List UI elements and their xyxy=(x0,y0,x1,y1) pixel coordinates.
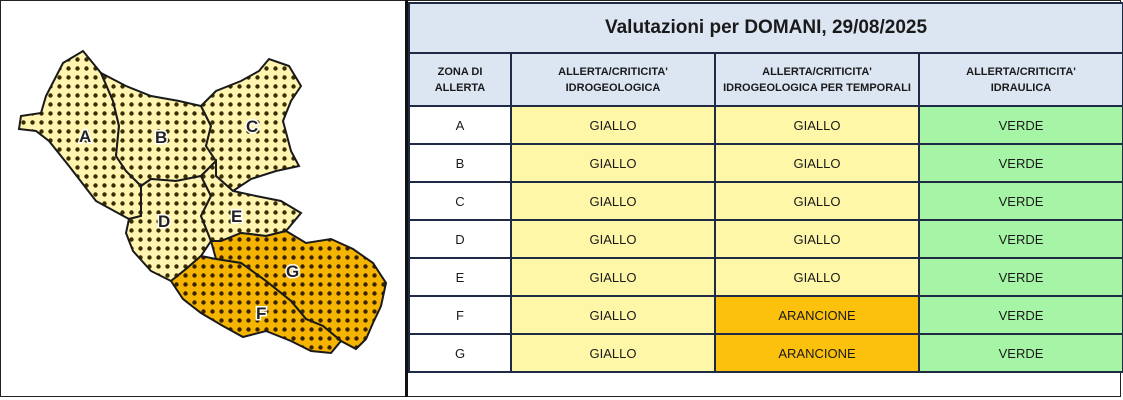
header-temporali: ALLERTA/CRITICITA' IDROGEOLOGICA PER TEMP… xyxy=(714,52,920,107)
idrogeologica-cell: GIALLO xyxy=(510,105,716,145)
zone-cell: D xyxy=(408,219,512,259)
idrogeologica-cell: GIALLO xyxy=(510,219,716,259)
idrogeologica-cell: GIALLO xyxy=(510,181,716,221)
idraulica-cell: VERDE xyxy=(917,333,1123,373)
header-zone: ZONA DI ALLERTA xyxy=(408,52,512,107)
table-row: D GIALLO GIALLO VERDE xyxy=(408,219,1123,259)
temporali-cell: GIALLO xyxy=(714,143,920,183)
temporali-cell: GIALLO xyxy=(714,181,920,221)
idraulica-cell: VERDE xyxy=(917,219,1123,259)
zone-d-label: D xyxy=(158,212,170,231)
table-title: Valutazioni per DOMANI, 29/08/2025 xyxy=(407,2,1123,54)
temporali-cell: GIALLO xyxy=(714,105,920,145)
idrogeologica-cell: GIALLO xyxy=(510,143,716,183)
alert-zone-map: A B C D E F G xyxy=(1,1,405,396)
zone-f-label: F xyxy=(256,304,266,323)
table-row: B GIALLO GIALLO VERDE xyxy=(408,143,1123,183)
zone-c-label: C xyxy=(246,117,258,136)
temporali-cell: GIALLO xyxy=(714,219,920,259)
panel-divider xyxy=(405,0,408,397)
header-idrogeologica: ALLERTA/CRITICITA' IDROGEOLOGICA xyxy=(510,52,716,107)
idrogeologica-cell: GIALLO xyxy=(510,295,716,335)
table-row: G GIALLO ARANCIONE VERDE xyxy=(408,333,1123,373)
zone-cell: G xyxy=(408,333,512,373)
idraulica-cell: VERDE xyxy=(917,181,1123,221)
idraulica-cell: VERDE xyxy=(917,105,1123,145)
zone-b-label: B xyxy=(155,128,167,147)
zone-cell: C xyxy=(408,181,512,221)
table-row: A GIALLO GIALLO VERDE xyxy=(408,105,1123,145)
header-row: ZONA DI ALLERTA ALLERTA/CRITICITA' IDROGEO… xyxy=(408,52,1123,107)
table-row: F GIALLO ARANCIONE VERDE xyxy=(408,295,1123,335)
idrogeologica-cell: GIALLO xyxy=(510,333,716,373)
zone-cell: E xyxy=(408,257,512,297)
idraulica-cell: VERDE xyxy=(917,143,1123,183)
idrogeologica-cell: GIALLO xyxy=(510,257,716,297)
zone-g-label: G xyxy=(286,262,299,281)
temporali-cell: ARANCIONE xyxy=(714,333,920,373)
idraulica-cell: VERDE xyxy=(917,295,1123,335)
zone-cell: F xyxy=(408,295,512,335)
temporali-cell: GIALLO xyxy=(714,257,920,297)
header-idraulica: ALLERTA/CRITICITA' IDRAULICA xyxy=(917,52,1123,107)
zone-e-label: E xyxy=(231,207,242,226)
zone-f-region xyxy=(169,254,343,355)
table-row: E GIALLO GIALLO VERDE xyxy=(408,257,1123,297)
zone-a-label: A xyxy=(79,127,91,146)
alert-table: Valutazioni per DOMANI, 29/08/2025 ZONA … xyxy=(407,2,1123,373)
idraulica-cell: VERDE xyxy=(917,257,1123,297)
temporali-cell: ARANCIONE xyxy=(714,295,920,335)
table-row: C GIALLO GIALLO VERDE xyxy=(408,181,1123,221)
zone-cell: B xyxy=(408,143,512,183)
lazio-map-svg: A B C D E F G xyxy=(17,49,388,355)
zone-cell: A xyxy=(408,105,512,145)
